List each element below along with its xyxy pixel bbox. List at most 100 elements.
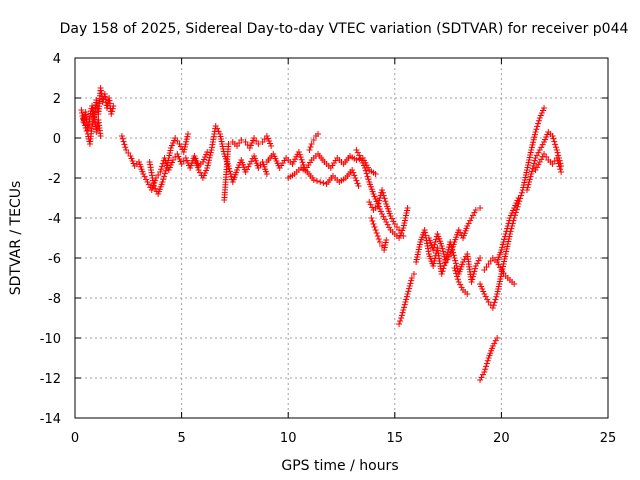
data-point-interp <box>352 175 359 181</box>
data-point-interp <box>439 268 446 275</box>
data-point <box>515 195 522 201</box>
data-point-interp <box>557 166 564 173</box>
data-point <box>118 133 125 139</box>
data-point <box>404 291 411 297</box>
data-point-interp <box>450 252 457 259</box>
data-point <box>523 187 530 193</box>
data-point-interp <box>444 256 451 263</box>
chart-title: Day 158 of 2025, Sidereal Day-to-day VTE… <box>60 21 629 37</box>
data-point-interp <box>397 318 404 324</box>
series-arc-14 <box>413 227 484 285</box>
data-point <box>195 167 202 173</box>
data-point-interp <box>109 105 116 112</box>
data-point-interp <box>430 244 437 251</box>
data-point-interp <box>452 267 459 274</box>
data-point-interp <box>482 293 489 300</box>
data-point <box>528 171 535 177</box>
data-point-interp <box>554 157 561 164</box>
data-point-interp <box>533 152 540 159</box>
data-points <box>78 85 565 383</box>
data-point-interp <box>469 276 476 283</box>
data-point-interp <box>492 337 499 344</box>
data-point <box>374 203 381 209</box>
data-point-interp <box>452 257 459 264</box>
data-point-interp <box>390 218 397 225</box>
data-point <box>468 215 475 221</box>
data-point <box>82 125 89 131</box>
data-point-interp <box>469 212 476 219</box>
data-point-interp <box>297 154 304 161</box>
data-point <box>370 221 377 227</box>
data-point-interp <box>475 257 482 264</box>
data-point-interp <box>518 189 525 196</box>
data-point-interp <box>503 228 510 235</box>
x-tick-label: 25 <box>600 431 617 446</box>
data-point <box>502 231 509 237</box>
data-point-interp <box>555 152 562 159</box>
data-point <box>455 227 462 233</box>
data-point <box>306 147 313 153</box>
data-point-interp <box>440 251 447 257</box>
data-point-interp <box>452 260 459 267</box>
data-point-interp <box>441 262 448 269</box>
y-tick-label: -6 <box>48 252 61 267</box>
data-point-interp <box>121 141 128 148</box>
y-tick-label: 0 <box>53 132 61 147</box>
y-tick-labels: -14 -12 -10 -8 -6 -4 -2 0 2 4 <box>40 52 61 427</box>
data-point <box>553 155 560 161</box>
series-arc-2 <box>80 111 104 147</box>
data-point <box>494 335 501 341</box>
data-point-interp <box>399 309 406 316</box>
data-point <box>532 167 539 173</box>
series-arc-13 <box>396 271 417 327</box>
data-point-interp <box>499 241 506 248</box>
axis-ticks <box>74 57 609 419</box>
data-point-interp <box>320 180 327 186</box>
data-point-interp <box>354 149 361 156</box>
data-point-interp <box>431 241 438 248</box>
data-point-interp <box>530 139 537 146</box>
data-point-interp <box>556 163 563 170</box>
series-arc-8 <box>285 165 362 189</box>
data-point-interp <box>367 201 374 208</box>
data-point-interp <box>491 340 498 347</box>
data-point <box>489 343 496 349</box>
data-point-interp <box>381 195 388 202</box>
data-point-interp <box>227 171 234 177</box>
data-point <box>481 369 488 375</box>
series-arc-22 <box>532 151 565 175</box>
data-point <box>536 147 543 153</box>
data-point <box>464 223 471 229</box>
data-point-interp <box>401 301 408 308</box>
data-point-interp <box>454 276 461 283</box>
data-point-interp <box>354 180 361 187</box>
data-point <box>532 129 539 135</box>
data-point <box>528 147 535 153</box>
data-point-interp <box>78 110 85 116</box>
data-point <box>204 149 211 155</box>
series-arc-6 <box>221 133 275 203</box>
data-point <box>376 239 383 245</box>
data-point-interp <box>162 167 169 174</box>
data-point <box>110 103 117 109</box>
data-point <box>353 147 360 153</box>
data-point <box>268 143 275 149</box>
data-point-interp <box>525 181 532 188</box>
data-point-interp <box>120 138 127 145</box>
data-point <box>150 183 157 189</box>
plot-frame <box>74 57 609 419</box>
data-point-interp <box>538 156 545 163</box>
data-point-interp <box>530 136 537 143</box>
data-point <box>402 299 409 305</box>
data-point <box>511 281 518 287</box>
data-point-interp <box>407 280 414 287</box>
data-point <box>455 279 462 285</box>
data-point-interp <box>527 173 534 180</box>
data-point <box>374 233 381 239</box>
data-point <box>89 123 96 129</box>
data-point-interp <box>529 141 536 148</box>
data-point-interp <box>405 288 412 295</box>
y-tick-label: -8 <box>48 292 61 307</box>
data-point-interp <box>353 177 360 184</box>
data-point-interp <box>369 204 376 211</box>
